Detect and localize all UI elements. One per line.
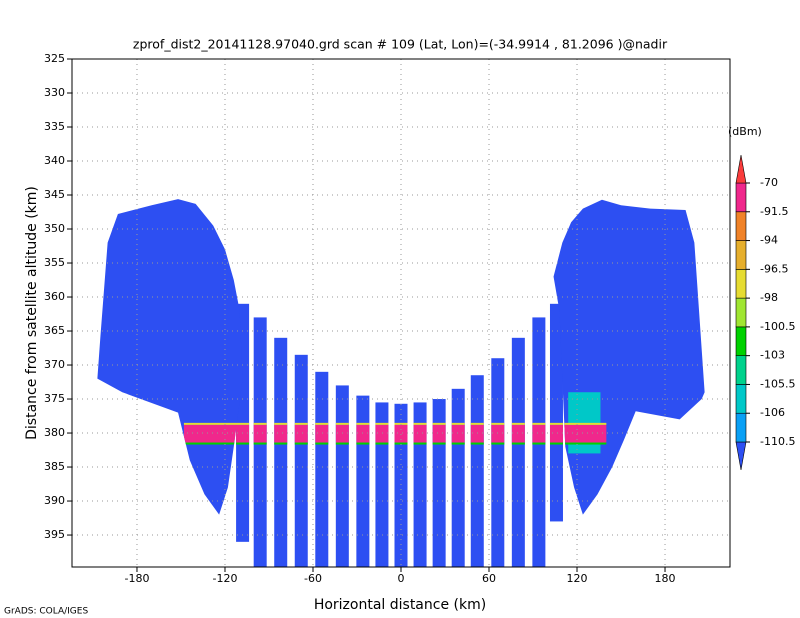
y-tick-label: 390 [44,494,65,507]
beam [470,375,484,567]
band-edge [183,422,607,425]
beam [294,354,308,567]
x-tick-label: -120 [213,572,238,585]
credit: GrADS: COLA/IGES [4,607,88,617]
colorbar-tick-label: -110.5 [760,435,795,448]
y-tick-label: 350 [44,222,65,235]
colorbar-swatch [735,384,747,414]
colorbar-tick-label: -100.5 [760,320,795,333]
beam [274,337,288,567]
x-tick-label: 120 [567,572,588,585]
scan-block [97,199,243,515]
colorbar-swatch [735,326,747,356]
colorbar-tick-label: -106 [760,406,785,419]
y-tick-label: 325 [44,52,65,65]
chart-title: zprof_dist2_20141128.97040.grd scan # 10… [133,37,668,52]
colorbar-swatch [735,182,747,213]
colorbar-swatch [735,269,747,299]
beam [356,395,370,567]
colorbar-swatch [735,154,747,184]
colorbar-tick-label: -96.5 [760,262,788,275]
beam [451,388,465,567]
x-tick-label: 60 [482,572,496,585]
x-tick-label: 180 [655,572,676,585]
y-tick-label: 375 [44,392,65,405]
y-tick-label: 395 [44,528,65,541]
y-tick-label: 345 [44,188,65,201]
colorbar-label: (dBm) [728,125,762,138]
y-tick-label: 335 [44,120,65,133]
y-tick-label: 380 [44,426,65,439]
colorbar-swatch [735,441,747,471]
beam [491,358,505,567]
plot-frame [71,58,731,568]
colorbar-tick-label: -70 [760,176,778,189]
colorbar-tick-label: -105.5 [760,377,795,390]
beam [549,303,563,522]
y-tick-label: 365 [44,324,65,337]
colorbar-swatch [735,355,747,385]
colorbar-tick-label: -94 [760,234,778,247]
y-axis-label: Distance from satellite altitude (km) [24,186,40,440]
beam [511,337,525,567]
x-tick-label: -60 [304,572,322,585]
x-tick-label: -180 [124,572,149,585]
colorbar-tick-label: -91.5 [760,205,788,218]
band-edge [183,442,607,445]
x-axis-label: Horizontal distance (km) [314,597,486,613]
surface-band [183,424,607,443]
colorbar-swatch [735,211,747,241]
colorbar-tick-label: -103 [760,349,785,362]
beam [315,371,329,567]
y-tick-label: 385 [44,460,65,473]
colorbar-tick-label: -98 [760,291,778,304]
y-tick-label: 330 [44,86,65,99]
colorbar-swatch [735,412,747,443]
y-tick-label: 360 [44,290,65,303]
y-tick-label: 355 [44,256,65,269]
beam [394,403,408,567]
y-tick-label: 340 [44,154,65,167]
beam [335,385,349,567]
scan-block [553,199,705,515]
colorbar-swatch [735,297,747,328]
x-tick-label: 0 [398,572,405,585]
colorbar-swatch [735,240,747,270]
y-tick-label: 370 [44,358,65,371]
